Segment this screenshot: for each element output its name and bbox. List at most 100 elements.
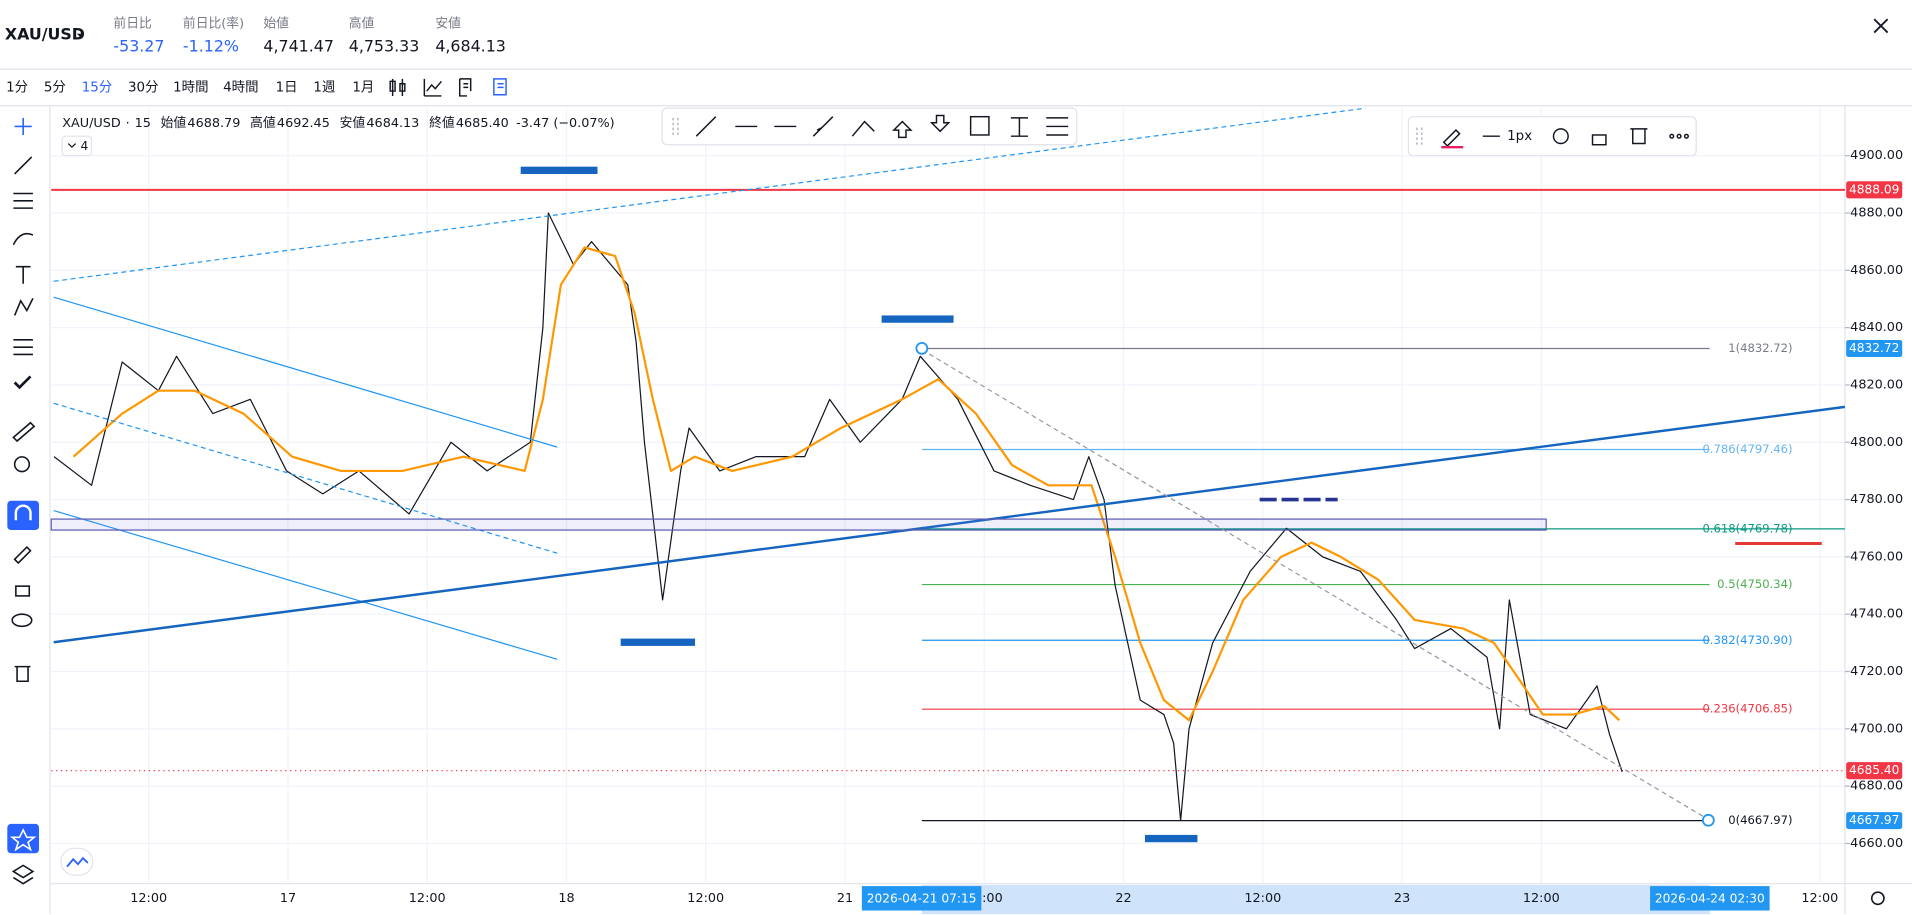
x-tick-label: 18 bbox=[558, 891, 574, 906]
icons-tool[interactable] bbox=[13, 375, 32, 390]
timeframe-button[interactable]: 5分 bbox=[44, 79, 66, 95]
marker-bar[interactable] bbox=[520, 166, 598, 174]
x-tick-label: 12:00 bbox=[1523, 891, 1560, 906]
x-tick-label: 23 bbox=[1394, 891, 1410, 906]
x-tick-label: 12:00 bbox=[1801, 891, 1838, 906]
timeframe-button[interactable]: 1分 bbox=[6, 79, 28, 95]
text-tool[interactable] bbox=[15, 265, 31, 284]
legend-part: 安値 bbox=[340, 114, 366, 130]
timeframe-button[interactable]: 1週 bbox=[313, 79, 335, 95]
timeframe-button[interactable]: 15分 bbox=[82, 79, 112, 95]
y-tick-label: 4780.00 bbox=[1850, 492, 1903, 507]
toolbar-icons[interactable] bbox=[389, 78, 507, 97]
legend-part: 15 bbox=[135, 115, 151, 130]
fib-label: 0(4667.97) bbox=[1728, 813, 1792, 827]
lock-tool[interactable] bbox=[15, 585, 31, 597]
lock-draw-tool[interactable] bbox=[13, 546, 32, 565]
symbol[interactable]: XAU/USD bbox=[5, 24, 85, 43]
stat-label: 安値 bbox=[435, 16, 461, 32]
anchor-point[interactable] bbox=[915, 341, 929, 355]
indicator-toggle[interactable] bbox=[61, 135, 93, 157]
indicator-icon[interactable] bbox=[423, 78, 442, 97]
fib-label: 0.618(4769.78) bbox=[1702, 521, 1792, 535]
timeframe-button[interactable]: 1時間 bbox=[173, 79, 208, 95]
line-width[interactable]: 1px bbox=[1507, 129, 1532, 144]
layers-tool[interactable] bbox=[11, 864, 35, 885]
price-badge bbox=[1846, 762, 1903, 780]
legend-part: 4692.45 bbox=[277, 115, 330, 130]
legend-sep: · bbox=[126, 115, 130, 130]
marker-bar[interactable] bbox=[1145, 834, 1198, 843]
indicator-caret bbox=[67, 143, 77, 149]
x-tick-label: 21 bbox=[837, 891, 853, 906]
marker-bar[interactable] bbox=[881, 315, 954, 323]
zone-rectangle[interactable] bbox=[50, 518, 1547, 531]
timeframe-button[interactable]: 4時間 bbox=[223, 79, 258, 95]
trend-line[interactable] bbox=[53, 509, 558, 660]
y-tick-label: 4820.00 bbox=[1850, 377, 1903, 392]
y-tick-label: 4740.00 bbox=[1850, 607, 1903, 622]
style-icons[interactable] bbox=[1416, 127, 1689, 149]
timeframe-button[interactable]: 30分 bbox=[128, 79, 158, 95]
price-badge-label: 4888.09 bbox=[1849, 182, 1899, 196]
stat-value: 4,753.33 bbox=[349, 37, 420, 56]
candle-icon[interactable] bbox=[389, 78, 406, 96]
y-tick-label: 4700.00 bbox=[1850, 721, 1903, 736]
trendline-tool[interactable] bbox=[14, 156, 33, 175]
stat-label: 前日比 bbox=[113, 16, 152, 32]
y-tick-label: 4680.00 bbox=[1850, 779, 1903, 794]
trend-line[interactable] bbox=[53, 402, 558, 554]
stat-label: 高値 bbox=[349, 16, 375, 32]
zoom-tool[interactable] bbox=[13, 456, 31, 473]
magnet-tool[interactable] bbox=[7, 500, 40, 531]
trend-line[interactable] bbox=[53, 296, 558, 448]
y-tick-label: 4880.00 bbox=[1850, 206, 1903, 221]
marker-bar[interactable] bbox=[620, 638, 696, 646]
symbol-caret[interactable] bbox=[76, 33, 85, 38]
chart: 4660.00 4680.00 4700.00 4720.00 4740.00 4760.… bbox=[51, 108, 1903, 915]
legend-part: 4685.40 bbox=[456, 115, 509, 130]
x-tick-label: 17 bbox=[280, 891, 296, 906]
y-tick-label: 4860.00 bbox=[1850, 263, 1903, 278]
stat-value: 4,741.47 bbox=[263, 37, 334, 56]
stat-value: -53.27 bbox=[113, 37, 164, 56]
star-glyph bbox=[9, 828, 37, 852]
legend-part: XAU/USD bbox=[62, 115, 121, 130]
settings-button[interactable] bbox=[1870, 891, 1885, 906]
delete-tool[interactable] bbox=[14, 665, 31, 683]
ruler-tool[interactable] bbox=[12, 421, 36, 443]
legend: XAU/USD · 15 始値4688.79 高値4692.45 安値4684.13 終値4… bbox=[62, 114, 615, 130]
y-tick-label: 4760.00 bbox=[1850, 549, 1903, 564]
trend-line[interactable] bbox=[53, 107, 1366, 282]
anchor-point[interactable] bbox=[1701, 813, 1715, 827]
crosshair-time-badge bbox=[1650, 886, 1770, 911]
hide-tool[interactable] bbox=[11, 613, 33, 628]
watchlist-tool[interactable] bbox=[7, 823, 40, 854]
price-badge bbox=[1846, 812, 1903, 830]
fib-label: 0.236(4706.85) bbox=[1702, 702, 1792, 716]
style-panel bbox=[1407, 116, 1697, 157]
timeframe-button[interactable]: 1日 bbox=[276, 80, 298, 95]
crosshair-time-label: 2026-04-21 07:15 bbox=[867, 891, 977, 905]
price-badge-label: 4685.40 bbox=[1849, 763, 1899, 777]
x-tick-label: 12:00 bbox=[687, 891, 724, 906]
trend-line[interactable] bbox=[53, 405, 1846, 644]
replay-icon[interactable] bbox=[493, 78, 507, 96]
y-tick-label: 4720.00 bbox=[1850, 664, 1903, 679]
brush-tool[interactable] bbox=[12, 232, 34, 246]
close-button[interactable] bbox=[1873, 18, 1889, 34]
crosshair-tool[interactable] bbox=[14, 117, 32, 135]
fib-tool[interactable] bbox=[13, 192, 33, 209]
pattern-tool[interactable] bbox=[13, 298, 34, 316]
drawing-toolbar: 1px bbox=[661, 107, 1697, 157]
y-tick-label: 4660.00 bbox=[1850, 836, 1903, 851]
price-badge bbox=[1846, 339, 1903, 358]
template-icon[interactable] bbox=[458, 78, 472, 97]
tool-icons[interactable] bbox=[672, 114, 1069, 139]
fib-label: 0.382(4730.90) bbox=[1702, 633, 1792, 647]
forecast-tool[interactable] bbox=[13, 339, 33, 356]
timeframe-button[interactable]: 1月 bbox=[352, 80, 374, 95]
price-badge bbox=[1846, 181, 1903, 199]
left-toolbar[interactable] bbox=[7, 117, 1885, 906]
